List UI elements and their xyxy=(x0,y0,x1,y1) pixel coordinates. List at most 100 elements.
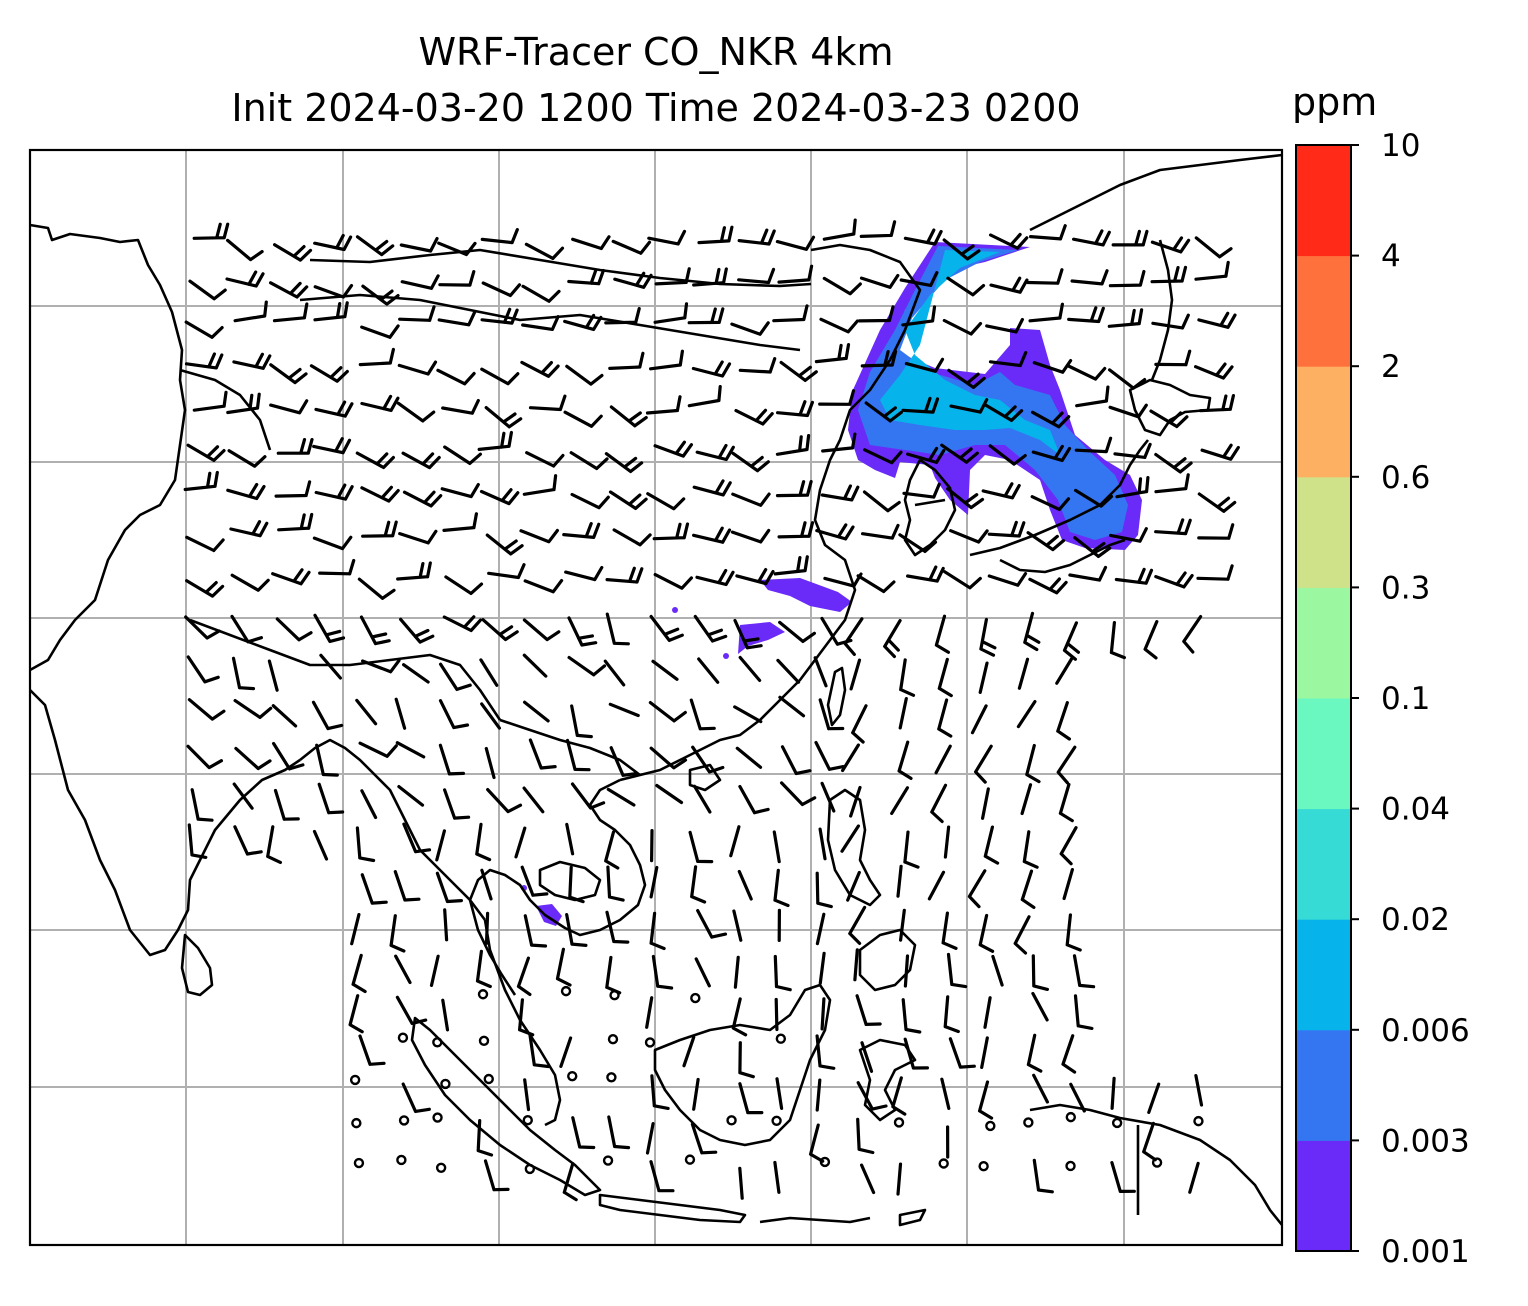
wind-barb xyxy=(348,994,364,1034)
wind-barb xyxy=(696,909,728,939)
wind-barb xyxy=(738,1041,755,1079)
coast-java xyxy=(598,1193,747,1224)
calm-wind-circle xyxy=(398,1115,410,1126)
wind-barb xyxy=(359,615,391,646)
wind-barb xyxy=(438,743,465,776)
wind-barb xyxy=(1154,473,1190,494)
calm-wind-circle xyxy=(1193,1115,1204,1127)
wind-barb xyxy=(738,357,777,374)
wind-barb xyxy=(940,1077,951,1110)
wind-barb xyxy=(733,955,740,989)
wind-barb xyxy=(568,865,585,904)
wind-barb xyxy=(521,284,561,303)
wind-barb xyxy=(519,528,559,544)
wind-barb xyxy=(523,1078,531,1112)
colorbar-tick-label: 0.1 xyxy=(1381,681,1430,717)
wind-barb xyxy=(184,615,221,640)
coast-china-east xyxy=(619,243,922,782)
colorbar-tick-label: 0.6 xyxy=(1381,460,1430,496)
wind-barb xyxy=(1069,1082,1086,1113)
wind-barb xyxy=(1056,701,1071,741)
calm-wind-circle xyxy=(644,1037,656,1048)
wind-barb xyxy=(1108,403,1148,419)
wind-barb xyxy=(1197,492,1237,513)
wind-barb xyxy=(1151,313,1190,330)
wind-barb xyxy=(1197,311,1237,329)
wind-barb xyxy=(192,222,230,240)
wind-barb xyxy=(565,364,604,386)
wind-barb xyxy=(361,659,401,674)
wind-barb xyxy=(645,1122,655,1155)
wind-barb xyxy=(1061,1034,1077,1074)
calm-wind-circle xyxy=(478,1035,490,1047)
wind-barb xyxy=(570,492,610,510)
wind-barb xyxy=(814,740,845,771)
wind-barb xyxy=(437,310,477,327)
wind-barb xyxy=(522,786,545,814)
wind-barb xyxy=(608,490,648,510)
wind-barb xyxy=(609,746,639,777)
wind-barb xyxy=(980,1036,989,1069)
wind-barb xyxy=(901,305,937,327)
wind-barb xyxy=(818,389,856,406)
calm-wind-circle xyxy=(690,992,701,1004)
wind-barb xyxy=(1028,302,1064,323)
wind-barb xyxy=(402,822,432,854)
wind-barb xyxy=(860,1163,876,1195)
wind-barb xyxy=(1115,476,1150,499)
wind-barb xyxy=(604,452,644,474)
wind-barb xyxy=(843,617,864,656)
coast-lesser-sunda xyxy=(759,1216,871,1224)
calm-wind-circle xyxy=(396,1154,407,1166)
wind-barb xyxy=(319,653,342,680)
wind-barb xyxy=(475,949,492,989)
wind-barb xyxy=(360,873,388,905)
wind-barb xyxy=(649,1160,675,1193)
wind-barb xyxy=(479,658,499,687)
wind-barb xyxy=(1029,224,1067,241)
wind-barb xyxy=(275,617,313,642)
wind-barb xyxy=(475,822,492,862)
wind-barb xyxy=(605,910,630,944)
wind-barb xyxy=(1073,536,1112,558)
calm-wind-circle xyxy=(775,1033,787,1044)
wind-barb xyxy=(1150,236,1191,254)
wind-barb xyxy=(772,304,809,323)
wind-barb xyxy=(942,238,981,261)
wind-barb xyxy=(1020,869,1036,909)
wind-barb xyxy=(859,220,897,238)
calm-wind-circle xyxy=(938,1158,949,1169)
wind-barb xyxy=(1196,564,1234,581)
wind-barb xyxy=(1026,531,1066,552)
wind-barb xyxy=(738,1166,744,1200)
wind-barb xyxy=(987,520,1026,538)
colorbar-tick-label: 0.003 xyxy=(1381,1123,1470,1159)
wind-barb xyxy=(355,826,376,863)
wind-barb xyxy=(1110,1161,1136,1193)
colorbar: 0.001 0.003 0.006 0.02 0.04 0.1 0.3 0.6 2 4 10 xyxy=(1295,128,1470,1270)
wind-barb xyxy=(687,307,725,325)
wind-barb xyxy=(695,568,735,587)
wind-barb xyxy=(273,788,300,821)
wind-barb xyxy=(948,1037,976,1069)
wind-barb xyxy=(649,746,688,770)
wind-barb xyxy=(1068,565,1108,582)
wind-barb xyxy=(480,367,520,386)
wind-barb xyxy=(1026,1033,1043,1073)
wind-barb xyxy=(355,698,378,726)
wind-barb xyxy=(185,579,225,598)
wind-barb xyxy=(562,522,601,539)
wind-barb xyxy=(815,912,826,946)
wind-barb xyxy=(984,403,1024,422)
wind-barb xyxy=(395,995,428,1026)
wind-barb xyxy=(883,619,902,659)
wind-barb xyxy=(1032,1073,1049,1104)
wind-barb xyxy=(941,911,958,950)
wind-barb xyxy=(903,830,920,869)
wind-barb xyxy=(485,533,524,556)
calm-wind-circle xyxy=(609,989,620,1001)
wind-barb xyxy=(691,745,725,774)
wind-barb xyxy=(815,1078,822,1112)
calm-wind-circle xyxy=(607,1033,619,1045)
calm-wind-circle xyxy=(397,1032,409,1043)
